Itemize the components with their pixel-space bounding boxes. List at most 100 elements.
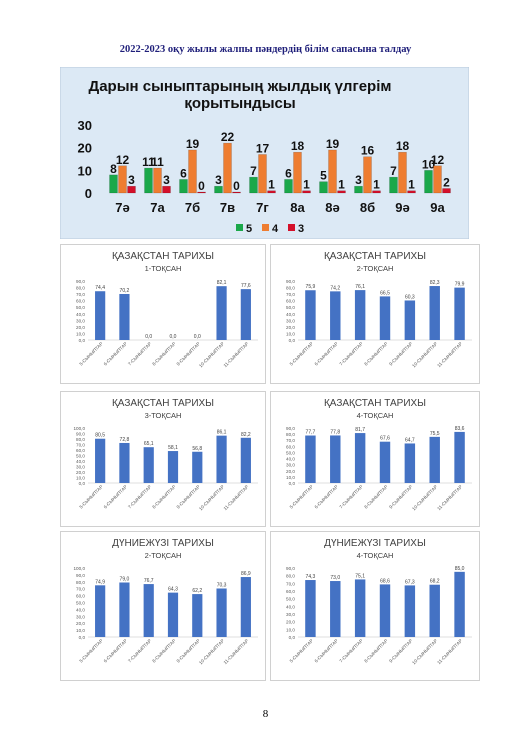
- y-tick-label: 10,0: [286, 331, 295, 336]
- data-label: 66,5: [380, 290, 390, 296]
- data-label: 3: [163, 173, 170, 187]
- bar-9ә-3: [407, 190, 416, 194]
- bar-9-СЫНЫПТАР: [404, 585, 416, 637]
- y-tick-label: 20,0: [76, 621, 85, 626]
- y-tick-label: 0: [85, 186, 92, 201]
- bar-7г-5: [249, 176, 258, 194]
- chart-subtitle: 2-ТОҚСАН: [357, 264, 394, 273]
- y-tick-label: 90,0: [76, 573, 85, 578]
- small-chart-svg: ҚАЗАҚСТАН ТАРИХЫ 4-ТОҚСАН 0,010,020,030,04…: [270, 391, 480, 527]
- bar-10-СЫНЫПТАР: [216, 435, 227, 483]
- bar-9ә-4: [398, 151, 407, 194]
- small-chart-svg: ҚАЗАҚСТАН ТАРИХЫ 2-ТОҚСАН 0,0 10,020,0 30,04…: [270, 244, 480, 384]
- bar-7г-3: [267, 190, 276, 194]
- data-label: 17: [256, 141, 270, 155]
- y-tick-label: 50,0: [286, 450, 295, 455]
- data-label: 74,4: [95, 285, 105, 291]
- bar-10-СЫНЫПТАР: [216, 286, 227, 340]
- data-label: 18: [291, 139, 305, 153]
- data-label: 0: [198, 179, 205, 193]
- bar-10-СЫНЫПТАР: [216, 588, 227, 637]
- data-label: 12: [431, 153, 445, 167]
- y-tick-label: 30,0: [76, 318, 85, 323]
- data-label: 67,6: [380, 436, 390, 442]
- chart-title: ҚАЗАҚСТАН ТАРИХЫ: [112, 251, 214, 262]
- y-tick-label: 90,0: [76, 432, 85, 437]
- y-tick-label: 40,0: [76, 607, 85, 612]
- chart-kazakh-history-q1: ҚАЗАҚСТАН ТАРИХЫ 1-ТОҚСАН 0,0 10,0 20,0 30,0 4…: [60, 244, 266, 384]
- chart-kazakh-history-q3: ҚАЗАҚСТАН ТАРИХЫ 3-ТОҚСАН 0,0 10,0 20,0 30,0 4…: [60, 391, 266, 527]
- data-label: 82,2: [241, 432, 251, 438]
- chart-subtitle: 4-ТОҚСАН: [357, 411, 394, 420]
- data-label: 81,7: [355, 427, 365, 433]
- bar-7г-4: [258, 154, 267, 194]
- y-tick-label: 60,0: [76, 448, 85, 453]
- bar-7-СЫНЫПТАР: [143, 447, 154, 483]
- data-label: 79,9: [455, 282, 465, 288]
- y-tick-label: 70,0: [76, 292, 85, 297]
- y-tick-label: 60,0: [286, 589, 295, 594]
- data-label: 1: [408, 178, 415, 192]
- bar-5-СЫНЫПТАР: [95, 291, 106, 340]
- x-tick-label: 7ә: [115, 200, 129, 215]
- chart-subtitle: 2-ТОҚСАН: [145, 551, 182, 560]
- chart-title: ҚАЗАҚСТАН ТАРИХЫ: [324, 251, 426, 262]
- chart-world-history-q2: ДҮНИЕЖҮЗІ ТАРИХЫ 2-ТОҚСАН 0,0 10,0 20,0 30,0 4…: [60, 531, 266, 681]
- y-tick-label: 30: [78, 118, 92, 133]
- y-tick-label: 30,0: [286, 612, 295, 617]
- bar-10-СЫНЫПТАР: [429, 286, 440, 340]
- y-tick-label: 10,0: [286, 475, 295, 480]
- y-tick-label: 20,0: [76, 470, 85, 475]
- y-tick-label: 30,0: [286, 463, 295, 468]
- y-tick-label: 0,0: [289, 481, 296, 486]
- bar-7а-3: [162, 185, 171, 194]
- data-label: 0,0: [145, 334, 152, 340]
- y-tick-label: 0,0: [289, 338, 296, 343]
- y-tick-label: 100,0: [74, 566, 86, 571]
- bar-7в-3: [232, 191, 241, 194]
- small-chart-svg: ҚАЗАҚСТАН ТАРИХЫ 3-ТОҚСАН 0,010,020,030,04…: [60, 391, 266, 527]
- data-label: 58,1: [168, 445, 178, 451]
- bar-8б-3: [372, 190, 381, 194]
- bar-8ә-5: [319, 181, 328, 194]
- bar-5-СЫНЫПТАР: [305, 290, 316, 340]
- bar-9-СЫНЫПТАР: [404, 300, 416, 340]
- data-label: 12: [116, 153, 130, 167]
- bar-6-СЫНЫПТАР: [119, 293, 130, 340]
- y-tick-label: 30,0: [286, 318, 295, 323]
- bar-8-СЫНЫПТАР: [379, 296, 391, 340]
- bar-9-СЫНЫПТАР: [404, 443, 416, 483]
- y-tick-label: 80,0: [76, 580, 85, 585]
- data-label: 65,1: [144, 441, 154, 447]
- bar-10-СЫНЫПТАР: [429, 436, 440, 483]
- data-label: 19: [326, 137, 340, 151]
- y-tick-label: 50,0: [76, 454, 85, 459]
- data-label: 76,1: [355, 284, 365, 290]
- bar-9-СЫНЫПТАР: [192, 451, 203, 483]
- data-label: 82,3: [430, 280, 440, 286]
- bar-8а-4: [293, 151, 302, 194]
- data-label: 0,0: [194, 334, 201, 340]
- small-chart-svg: ДҮНИЕЖҮЗІ ТАРИХЫ 2-ТОҚСАН 0,0 10,0 20,0 30,0 4…: [60, 531, 266, 681]
- bar-8б-5: [354, 185, 363, 194]
- data-label: 22: [221, 130, 235, 144]
- legend-label: 3: [298, 223, 304, 235]
- y-tick-label: 10,0: [286, 627, 295, 632]
- bar-9а-4: [433, 165, 442, 194]
- data-label: 11: [142, 155, 155, 169]
- bar-9а-5: [424, 170, 433, 194]
- chart-kazakh-history-q4: ҚАЗАҚСТАН ТАРИХЫ 4-ТОҚСАН 0,0 10,0 20,0 30,0 4…: [270, 391, 480, 527]
- bar-5-СЫНЫПТАР: [95, 585, 106, 637]
- data-label: 1: [303, 178, 310, 192]
- bar-8б-4: [363, 156, 372, 194]
- bar-9-СЫНЫПТАР: [192, 594, 203, 637]
- y-tick-label: 100,0: [74, 426, 86, 431]
- bar-7в-5: [214, 185, 223, 194]
- bar-6-СЫНЫПТАР: [330, 581, 341, 637]
- bar-11-СЫНЫПТАР: [240, 289, 251, 340]
- chart-title: ДҮНИЕЖҮЗІ ТАРИХЫ: [112, 538, 214, 549]
- bar-11-СЫНЫПТАР: [454, 287, 465, 340]
- bar-8-СЫНЫПТАР: [379, 584, 391, 637]
- data-label: 8: [110, 162, 117, 176]
- y-tick-label: 10: [78, 163, 92, 178]
